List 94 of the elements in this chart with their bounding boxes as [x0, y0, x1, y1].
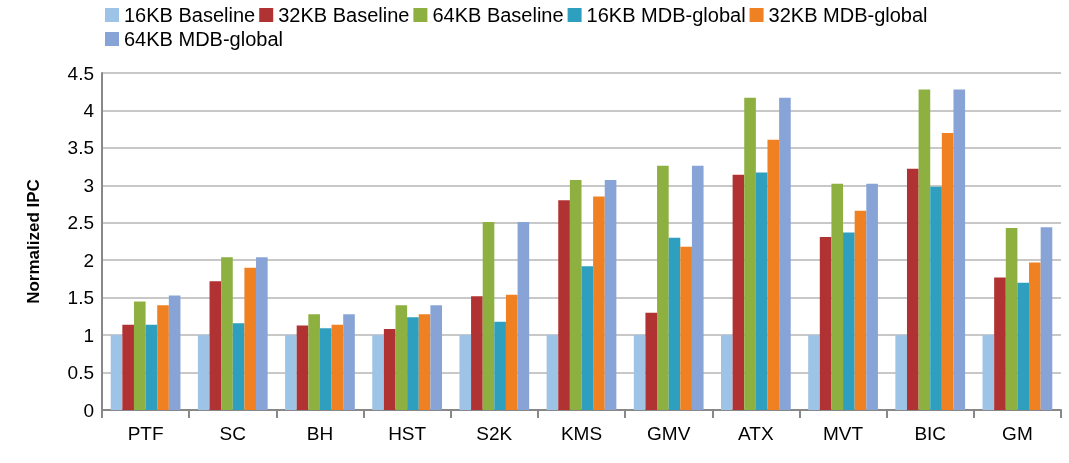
bar	[494, 321, 506, 410]
x-tick-label: KMS	[560, 423, 603, 444]
y-tick-label: 4	[83, 99, 95, 121]
y-tick-label: 0.5	[67, 362, 94, 384]
bar	[197, 335, 210, 410]
x-tick-label: GM	[1002, 423, 1033, 444]
legend-label: 32KB MDB-global	[768, 4, 928, 26]
bar	[546, 335, 559, 410]
bar	[221, 257, 233, 410]
bar	[343, 314, 355, 410]
bar	[720, 335, 733, 410]
bar	[296, 325, 309, 410]
x-tick-label: HST	[388, 423, 427, 444]
x-tick-label: GMV	[647, 423, 691, 444]
bar	[505, 294, 518, 410]
bar	[895, 335, 907, 410]
y-tick-label: 1.5	[67, 287, 94, 309]
x-tick-label: BIC	[914, 423, 947, 444]
bar	[1029, 262, 1041, 410]
bar	[331, 324, 344, 410]
bar	[285, 335, 297, 410]
bar	[732, 174, 745, 410]
bar	[133, 301, 146, 410]
bar	[471, 296, 483, 410]
y-tick-label: 4.5	[67, 62, 94, 84]
bar	[168, 295, 181, 410]
bar	[994, 277, 1006, 410]
bar	[157, 305, 169, 410]
bar	[459, 335, 472, 410]
bar	[755, 172, 768, 410]
bar	[372, 335, 384, 410]
bar	[633, 335, 646, 410]
bar	[831, 183, 844, 410]
bar	[1040, 227, 1053, 410]
bar	[982, 335, 995, 410]
bar	[941, 132, 954, 410]
bar	[319, 328, 332, 410]
bar	[604, 180, 617, 410]
bar	[593, 196, 605, 410]
y-tick-label: 2	[83, 249, 94, 271]
y-tick-label: 3	[83, 174, 94, 196]
bar	[779, 97, 791, 410]
x-tick-label: S2K	[476, 423, 513, 444]
bar	[395, 305, 408, 410]
bar	[744, 97, 756, 410]
bar	[866, 183, 878, 410]
bar	[232, 323, 245, 410]
bar	[953, 89, 966, 410]
bar	[819, 237, 832, 410]
bar	[906, 168, 919, 410]
bar	[482, 222, 495, 410]
y-tick-label: 2.5	[67, 212, 94, 234]
x-tick-label: PTF	[127, 423, 164, 444]
bar	[256, 257, 268, 410]
bar	[145, 324, 158, 410]
bar	[244, 267, 257, 410]
bar	[843, 232, 855, 410]
legend-label: 16KB Baseline	[124, 4, 256, 26]
bar	[110, 335, 123, 410]
x-tick-label: SC	[219, 423, 246, 444]
bar	[645, 312, 658, 410]
bar	[569, 180, 582, 410]
bar	[1017, 282, 1030, 410]
bar	[308, 314, 320, 410]
bar	[430, 305, 443, 410]
y-tick-label: 3.5	[67, 137, 94, 159]
x-tick-label: ATX	[738, 423, 774, 444]
bar	[767, 139, 780, 410]
y-axis-title: Normalized IPC	[24, 179, 43, 304]
bar	[918, 89, 931, 410]
x-tick-label: BH	[306, 423, 334, 444]
bar	[854, 210, 867, 410]
bar	[383, 329, 396, 410]
bar	[418, 314, 431, 410]
bar	[122, 324, 134, 410]
bar	[558, 200, 570, 410]
bar	[680, 246, 692, 410]
bar	[808, 335, 820, 410]
legend-label: 64KB Baseline	[432, 4, 564, 26]
bar	[1005, 228, 1018, 410]
bar	[407, 317, 419, 410]
x-tick-label: MVT	[822, 423, 864, 444]
legend-label: 32KB Baseline	[278, 4, 410, 26]
legend-label: 64KB MDB-global	[124, 28, 283, 50]
bar	[930, 186, 942, 410]
bar	[668, 237, 681, 410]
y-tick-label: 0	[83, 399, 94, 421]
legend-label: 16KB MDB-global	[586, 4, 746, 26]
bar	[657, 165, 669, 410]
y-tick-label: 1	[83, 324, 94, 346]
bar	[691, 165, 704, 410]
bar	[517, 222, 530, 410]
bar	[581, 266, 594, 410]
bar	[209, 281, 222, 410]
